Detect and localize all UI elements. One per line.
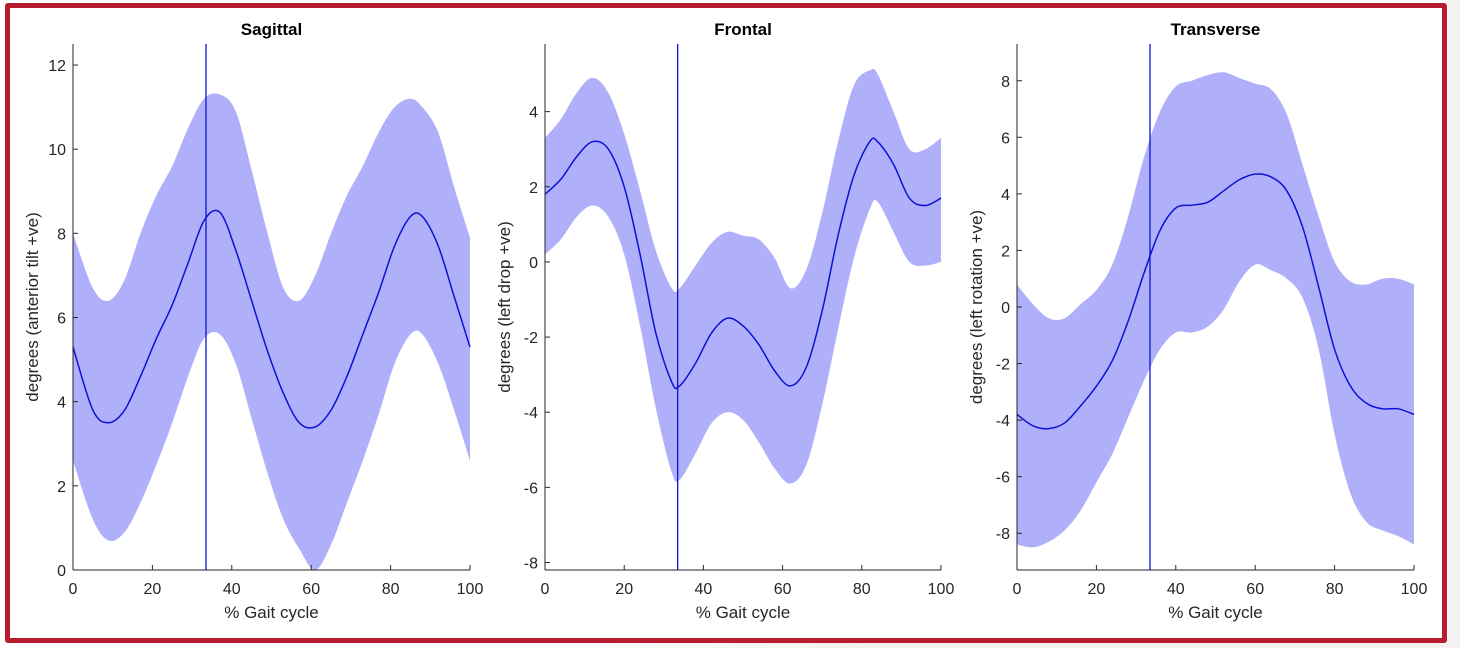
y-tick-label: -6 <box>524 480 538 497</box>
y-tick-label: -2 <box>996 357 1010 374</box>
x-tick-label: 100 <box>1401 581 1428 598</box>
mean-line <box>72 209 471 429</box>
y-tick-label: -4 <box>996 413 1010 430</box>
chart-panel-frontal: 0 20 40 60 80 100 -8 -6 -4 -2 0 2 4 Frontal % Gait cyc… <box>495 20 954 622</box>
y-tick-label: 0 <box>1001 300 1010 317</box>
background-strip <box>1448 0 1460 648</box>
y-tick-label: 0 <box>57 563 66 580</box>
y-tick-label: -8 <box>996 526 1010 543</box>
chart-title: Transverse <box>1171 20 1261 39</box>
x-tick-label: 0 <box>1013 581 1022 598</box>
y-tick-label: 4 <box>57 395 66 412</box>
y-tick-label: -8 <box>524 555 538 572</box>
x-tick-label: 60 <box>774 581 792 598</box>
y-tick-label: 8 <box>57 226 66 243</box>
y-tick-label: -6 <box>996 470 1010 487</box>
mean-line <box>544 137 942 390</box>
y-tick-label: -4 <box>524 405 538 422</box>
chart-panel-sagittal: 0 20 40 60 80 100 0 2 4 6 8 10 12 Sagittal % Gait cycl… <box>23 20 483 622</box>
y-tick-label: 2 <box>1001 243 1010 260</box>
y-axis-label: degrees (left rotation +ve) <box>967 210 986 404</box>
x-tick-label: 100 <box>457 581 484 598</box>
mean-line <box>1016 173 1415 430</box>
x-tick-label: 60 <box>1246 581 1264 598</box>
x-tick-label: 40 <box>695 581 713 598</box>
y-tick-label: 4 <box>529 105 538 122</box>
x-tick-label: 80 <box>382 581 400 598</box>
x-axis-label: % Gait cycle <box>224 603 318 622</box>
chart-title: Sagittal <box>241 20 302 39</box>
chart-title: Frontal <box>714 20 772 39</box>
x-tick-label: 40 <box>1167 581 1185 598</box>
y-tick-label: 4 <box>1001 187 1010 204</box>
std-band <box>545 68 941 484</box>
y-tick-label: 2 <box>57 479 66 496</box>
x-tick-label: 0 <box>69 581 78 598</box>
chart-panel-transverse: 0 20 40 60 80 100 -8 -6 -4 -2 0 2 4 6 8 Transverse % Gai… <box>967 20 1427 622</box>
std-band <box>1017 72 1414 548</box>
y-tick-label: 12 <box>48 58 66 75</box>
x-tick-label: 0 <box>541 581 550 598</box>
x-tick-label: 80 <box>1326 581 1344 598</box>
x-tick-label: 80 <box>853 581 871 598</box>
y-tick-label: 6 <box>57 311 66 328</box>
x-tick-label: 20 <box>144 581 162 598</box>
std-band <box>73 93 470 571</box>
y-axis-label: degrees (left drop +ve) <box>495 221 514 393</box>
x-axis-label: % Gait cycle <box>696 603 790 622</box>
x-axis-label: % Gait cycle <box>1168 603 1262 622</box>
x-tick-label: 40 <box>223 581 241 598</box>
y-tick-label: 10 <box>48 142 66 159</box>
y-tick-label: 8 <box>1001 74 1010 91</box>
y-tick-label: -2 <box>524 330 538 347</box>
x-tick-label: 100 <box>928 581 955 598</box>
y-tick-label: 0 <box>529 255 538 272</box>
background-strip <box>0 640 1460 648</box>
x-tick-label: 20 <box>1088 581 1106 598</box>
x-tick-label: 20 <box>615 581 633 598</box>
y-tick-label: 2 <box>529 180 538 197</box>
y-axis-label: degrees (anterior tilt +ve) <box>23 212 42 401</box>
y-tick-label: 6 <box>1001 130 1010 147</box>
x-tick-label: 60 <box>302 581 320 598</box>
